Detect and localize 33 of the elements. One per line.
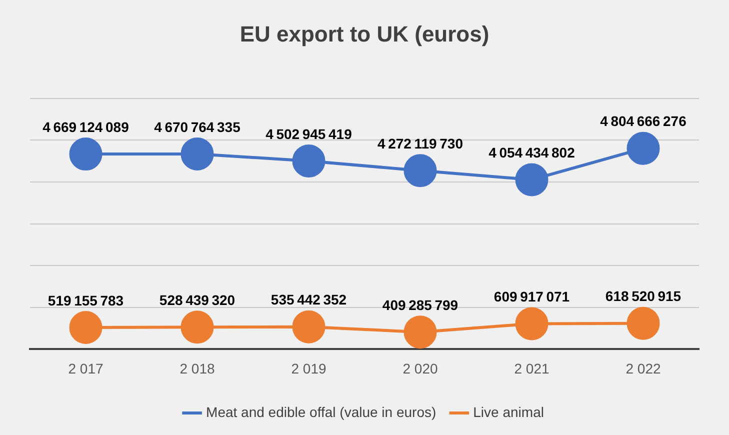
data-label: 535 442 352 [270, 292, 347, 308]
data-label: 409 285 799 [382, 296, 458, 313]
data-label: 4 669 124 089 [42, 118, 130, 135]
data-label: 4 272 119 730 [378, 135, 464, 152]
point [404, 316, 437, 349]
x-tick-label: 2 017 [68, 360, 104, 376]
legend-label: Meat and edible offal (value in euros) [206, 404, 436, 420]
point [626, 132, 660, 165]
x-tick-label: 2 021 [514, 360, 550, 376]
chart-title: EU export to UK (euros) [240, 21, 490, 46]
x-tick-label: 2 018 [180, 360, 215, 376]
point [292, 310, 326, 344]
data-label: 528 439 320 [159, 292, 236, 308]
data-label: 519 155 783 [48, 292, 124, 308]
x-tick-label: 2 020 [402, 360, 438, 376]
data-label: 4 502 945 419 [266, 126, 352, 142]
x-tick-label: 2 019 [291, 360, 326, 376]
data-label: 609 917 071 [494, 288, 570, 305]
data-label: 4 804 666 276 [600, 113, 687, 130]
point [404, 154, 437, 188]
data-label: 4 670 764 335 [154, 118, 241, 135]
point [515, 163, 548, 196]
point [69, 138, 102, 171]
x-tick-label: 2 022 [626, 360, 661, 376]
point [180, 310, 214, 344]
data-label: 618 520 915 [605, 288, 682, 304]
point [69, 311, 102, 344]
legend-label: Live animal [473, 404, 544, 420]
point [292, 144, 326, 178]
point [515, 307, 548, 340]
point [180, 137, 214, 170]
point [626, 306, 660, 340]
data-label: 4 054 434 802 [488, 144, 576, 161]
